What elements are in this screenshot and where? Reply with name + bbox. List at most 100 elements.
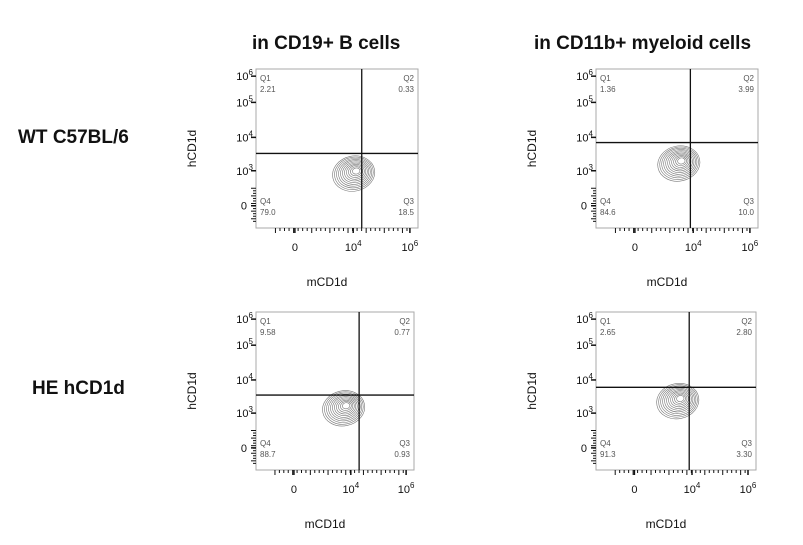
quadrant-value-q2: 2.80 xyxy=(736,328,752,337)
x-axis-label: mCD1d xyxy=(646,517,687,531)
y-tick-label: 0 xyxy=(581,201,587,213)
quadrant-label-q1: Q1 xyxy=(260,74,271,83)
plot-frame xyxy=(255,68,419,229)
y-tick-label: 105 xyxy=(236,94,253,109)
y-tick-label: 104 xyxy=(576,372,593,387)
contour-line xyxy=(659,146,699,180)
contour-line xyxy=(336,157,373,189)
y-tick-label: 104 xyxy=(236,129,253,144)
column-title-b-cells: in CD19+ B cells xyxy=(252,33,401,54)
quadrant-value-q4: 88.7 xyxy=(260,450,276,459)
x-tick-label: 106 xyxy=(740,481,757,496)
y-axis-label: hCD1d xyxy=(525,130,539,167)
contour-line xyxy=(324,391,364,425)
quadrant-value-q2: 0.77 xyxy=(394,328,410,337)
contour-line xyxy=(657,145,701,182)
quadrant-value-q3: 0.93 xyxy=(394,450,410,459)
y-tick-label: 105 xyxy=(236,337,253,352)
quadrant-value-q4: 84.6 xyxy=(600,208,616,217)
contour-line xyxy=(334,156,374,190)
quadrant-label-q2: Q2 xyxy=(743,74,754,83)
x-tick-label: 104 xyxy=(684,481,701,496)
quadrant-value-q2: 0.33 xyxy=(398,85,414,94)
quadrant-label-q4: Q4 xyxy=(260,197,271,206)
x-axis-label: mCD1d xyxy=(305,517,346,531)
y-tick-label: 103 xyxy=(576,405,593,420)
contour-line xyxy=(342,402,351,410)
quadrant-value-q1: 1.36 xyxy=(600,85,616,94)
quadrant-label-q4: Q4 xyxy=(260,439,271,448)
contour-line xyxy=(332,396,358,418)
flow-panel-2: Q1 1.36 Q2 3.99 Q4 84.6 Q3 10.0 0 103 104 105 106 0 10… xyxy=(525,68,759,289)
y-tick-label: 103 xyxy=(576,163,593,178)
y-axis-label: hCD1d xyxy=(185,130,199,167)
quadrant-label-q3: Q3 xyxy=(399,439,410,448)
contour-line xyxy=(676,395,685,402)
x-axis-label: mCD1d xyxy=(647,275,688,289)
quadrant-value-q1: 2.65 xyxy=(600,328,616,337)
x-tick-label: 0 xyxy=(291,484,297,496)
quadrant-label-q3: Q3 xyxy=(741,439,752,448)
y-tick-label: 106 xyxy=(236,311,253,326)
x-tick-label: 106 xyxy=(742,239,759,254)
y-tick-label: 105 xyxy=(576,94,593,109)
contour-line xyxy=(326,392,363,423)
contour-line xyxy=(660,385,697,416)
y-tick-label: 106 xyxy=(576,311,593,326)
quadrant-value-q3: 10.0 xyxy=(738,208,754,217)
contour-line xyxy=(348,165,364,178)
x-tick-label: 104 xyxy=(345,239,362,254)
contour-line xyxy=(338,399,354,413)
y-tick-label: 103 xyxy=(236,405,253,420)
plot-frame xyxy=(255,311,415,471)
quadrant-value-q1: 2.21 xyxy=(260,85,276,94)
quadrant-value-q2: 3.99 xyxy=(738,85,754,94)
contour-line xyxy=(352,167,361,175)
contour-line xyxy=(663,149,696,177)
x-tick-label: 0 xyxy=(631,484,637,496)
x-tick-label: 104 xyxy=(685,239,702,254)
y-tick-label: 104 xyxy=(236,372,253,387)
contour-line xyxy=(346,164,365,180)
x-tick-label: 0 xyxy=(292,242,298,254)
contour-line xyxy=(344,162,367,182)
quadrant-value-q3: 18.5 xyxy=(398,208,414,217)
quadrant-label-q3: Q3 xyxy=(403,197,414,206)
y-tick-label: 0 xyxy=(581,443,587,455)
contour-line xyxy=(665,150,695,175)
x-tick-label: 104 xyxy=(342,481,359,496)
contour-line xyxy=(338,159,371,187)
contour-line xyxy=(340,401,352,411)
quadrant-label-q3: Q3 xyxy=(743,197,754,206)
flow-panel-1: Q1 2.21 Q2 0.33 Q4 79.0 Q3 18.5 0 103 104 105 106 0 10… xyxy=(185,68,419,289)
contour-line xyxy=(658,384,698,418)
y-tick-label: 106 xyxy=(236,68,253,83)
x-tick-label: 0 xyxy=(632,242,638,254)
quadrant-label-q2: Q2 xyxy=(741,317,752,326)
y-tick-label: 103 xyxy=(236,163,253,178)
quadrant-label-q4: Q4 xyxy=(600,197,611,206)
contour-line xyxy=(674,393,686,404)
contour-line xyxy=(661,147,698,179)
contour-line xyxy=(340,160,370,185)
x-axis-label: mCD1d xyxy=(307,275,348,289)
contour-line xyxy=(664,387,694,413)
column-title-myeloid-cells: in CD11b+ myeloid cells xyxy=(534,33,752,54)
contour-line xyxy=(666,389,692,411)
x-tick-label: 106 xyxy=(398,481,415,496)
y-tick-label: 0 xyxy=(241,443,247,455)
contour-line xyxy=(677,157,686,165)
quadrant-label-q2: Q2 xyxy=(403,74,414,83)
y-tick-label: 106 xyxy=(576,68,593,83)
contour-line xyxy=(667,151,693,173)
quadrant-value-q3: 3.30 xyxy=(736,450,752,459)
y-tick-label: 104 xyxy=(576,129,593,144)
contour-line xyxy=(334,397,357,417)
y-tick-label: 105 xyxy=(576,337,593,352)
flow-panel-4: Q1 2.65 Q2 2.80 Q4 91.3 Q3 3.30 0 103 104 105 106 0 10… xyxy=(525,311,757,531)
row-label-he: HE hCD1d xyxy=(32,378,125,399)
contour-line xyxy=(332,155,376,192)
quadrant-label-q1: Q1 xyxy=(600,317,611,326)
contour-line xyxy=(670,391,689,408)
